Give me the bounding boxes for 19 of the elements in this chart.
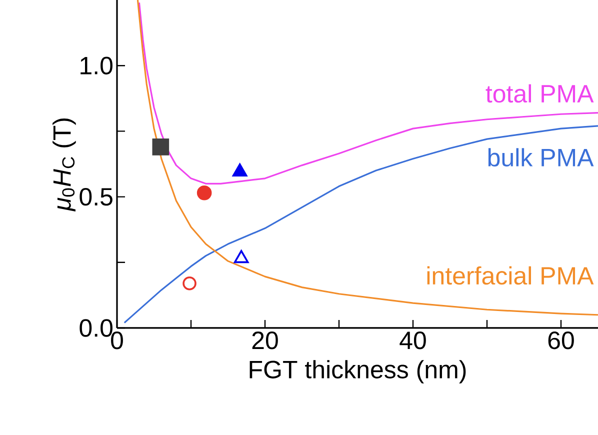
line-series (124, 125, 598, 324)
line-series (136, 0, 598, 316)
x-axis-title: FGT thickness (nm) (250, 360, 466, 384)
point (182, 276, 196, 290)
point (234, 250, 249, 264)
series-label: interfacial PMA (427, 266, 594, 285)
y-axis-title: μ$_{0}$H$_{C}$ (T) (52, 118, 76, 212)
x-tick-label: 60 (548, 332, 574, 350)
x-tick-label: 20 (252, 332, 278, 350)
x-tick-label: 40 (400, 332, 426, 350)
point (152, 138, 170, 156)
y-tick-label: 0.5 (80, 188, 112, 206)
line-series (138, 2, 598, 184)
series-label: total PMA (486, 84, 594, 103)
y-tick-label: 0.0 (80, 319, 112, 337)
x-tick-label: 0 (111, 332, 123, 350)
series-label: bulk PMA (488, 148, 594, 167)
y-tick-label: 1.0 (80, 56, 112, 74)
point (196, 185, 212, 200)
